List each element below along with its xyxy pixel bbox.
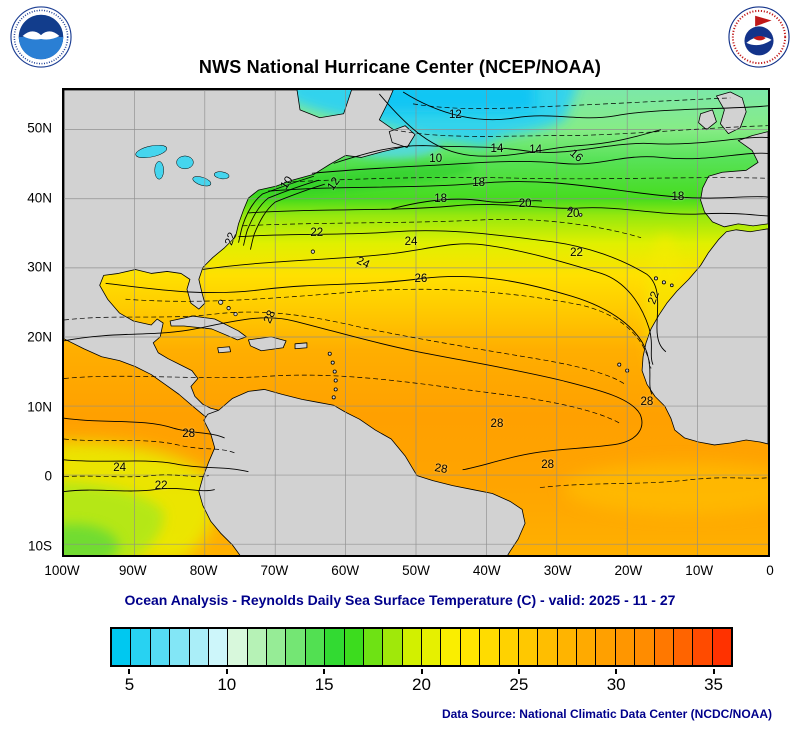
colorbar-tick-value: 25 <box>509 675 529 694</box>
colorbar-segment <box>208 629 229 665</box>
colorbar-segment <box>693 629 713 665</box>
lon-tick-label: 10W <box>685 563 714 578</box>
lat-tick-label: 30N <box>27 259 52 275</box>
lat-tick-label: 10N <box>27 399 52 415</box>
data-source-note: Data Source: National Climatic Data Cent… <box>441 707 772 721</box>
colorbar-tickmark <box>517 669 520 674</box>
land-ireland <box>698 109 717 131</box>
colorbar-tick-labels: 5 10 15 20 25 30 35 <box>110 669 733 697</box>
colorbar-segment <box>383 629 403 665</box>
lon-tick-label: 50W <box>402 563 430 578</box>
colorbar-segment <box>460 629 481 665</box>
colorbar-tick-value: 35 <box>704 675 723 694</box>
lon-tick-label: 100W <box>44 563 80 578</box>
island-bahamas <box>218 299 238 317</box>
colorbar-segment <box>441 629 461 665</box>
colorbar-segment <box>267 629 287 665</box>
colorbar-tick-value: 30 <box>606 675 626 694</box>
colorbar-segment <box>518 629 539 665</box>
colorbar-tickmark <box>225 669 228 674</box>
colorbar-segment <box>228 629 248 665</box>
isotherms-dashed <box>64 97 768 488</box>
sst-map-canvas <box>64 90 768 555</box>
colorbar-tick-value: 5 <box>124 675 135 694</box>
lat-tick-label: 50N <box>27 120 52 136</box>
temperature-colorbar <box>110 627 733 667</box>
lon-tick-label: 90W <box>118 563 147 578</box>
latitude-axis: 50N 40N 30N 20N 10N 0 10S <box>0 88 58 557</box>
colorbar-segment <box>635 629 655 665</box>
lon-tick-label: 30W <box>543 563 572 578</box>
colorbar-segment <box>189 629 209 665</box>
lon-tick-label: 60W <box>331 563 360 578</box>
land-south-america <box>198 389 526 555</box>
colorbar-segment <box>480 629 500 665</box>
lat-tick-label: 20N <box>27 329 52 345</box>
isotherms-solid <box>64 91 768 492</box>
colorbar-segment <box>131 629 151 665</box>
colorbar-segment <box>615 629 636 665</box>
island-puerto-rico <box>294 342 308 350</box>
colorbar-segment <box>305 629 326 665</box>
colorbar-segment <box>112 629 132 665</box>
island-cuba <box>169 315 247 341</box>
colorbar-segment <box>654 629 674 665</box>
graticule <box>64 90 768 555</box>
land-iberia-france <box>700 131 768 228</box>
colorbar-tickmark <box>712 669 715 674</box>
colorbar-tickmark <box>323 669 326 674</box>
colorbar-segment <box>344 629 364 665</box>
colorbar-tick-value: 15 <box>314 675 334 694</box>
lon-tick-label: 0 <box>766 563 774 578</box>
colorbar-tick-value: 10 <box>217 675 237 694</box>
colorbar-segment <box>557 629 577 665</box>
colorbar-segment <box>596 629 616 665</box>
island-cape-verde <box>617 362 630 373</box>
sst-map: 12 14 14 16 10 10 12 18 18 18 20 20 22 22 24 22 24 26 22 28… <box>62 88 770 557</box>
lat-tick-label: 40N <box>27 190 52 206</box>
colorbar-segment <box>577 629 597 665</box>
noaa-logo <box>10 6 72 68</box>
colorbar-segment <box>325 629 345 665</box>
colorbar-tickmark <box>420 669 423 674</box>
colorbar-segment <box>402 629 422 665</box>
colorbar-tickmark <box>128 669 131 674</box>
island-jamaica <box>217 346 231 354</box>
colorbar-tick-value: 20 <box>412 675 431 694</box>
colorbar-segment <box>712 629 731 665</box>
colorbar-segment <box>170 629 190 665</box>
lon-tick-label: 20W <box>614 563 643 578</box>
lon-tick-label: 40W <box>472 563 501 578</box>
colorbar-segment <box>286 629 306 665</box>
colorbar-segment <box>499 629 519 665</box>
colorbar-segment <box>422 629 442 665</box>
island-bermuda <box>310 249 315 254</box>
colorbar-segment <box>538 629 558 665</box>
colorbar-segment <box>247 629 267 665</box>
nws-logo <box>728 6 790 68</box>
page-title: NWS National Hurricane Center (NCEP/NOAA… <box>198 57 602 77</box>
land-newfoundland <box>388 125 416 148</box>
colorbar-segment <box>363 629 384 665</box>
island-lesser-antilles <box>327 351 338 400</box>
lat-tick-label: 0 <box>44 468 52 484</box>
map-caption: Ocean Analysis - Reynolds Daily Sea Surf… <box>124 592 676 608</box>
great-lakes <box>135 144 230 187</box>
colorbar-segment <box>150 629 171 665</box>
island-canaries <box>653 276 674 288</box>
longitude-axis: 100W 90W 80W 70W 60W 50W 40W 30W 20W 10W 0 <box>44 563 773 583</box>
lat-tick-label: 10S <box>27 538 52 554</box>
lon-tick-label: 80W <box>189 563 218 578</box>
colorbar-tickmark <box>615 669 618 674</box>
land-britain <box>716 91 747 135</box>
lon-tick-label: 70W <box>260 563 289 578</box>
colorbar-segment <box>673 629 694 665</box>
